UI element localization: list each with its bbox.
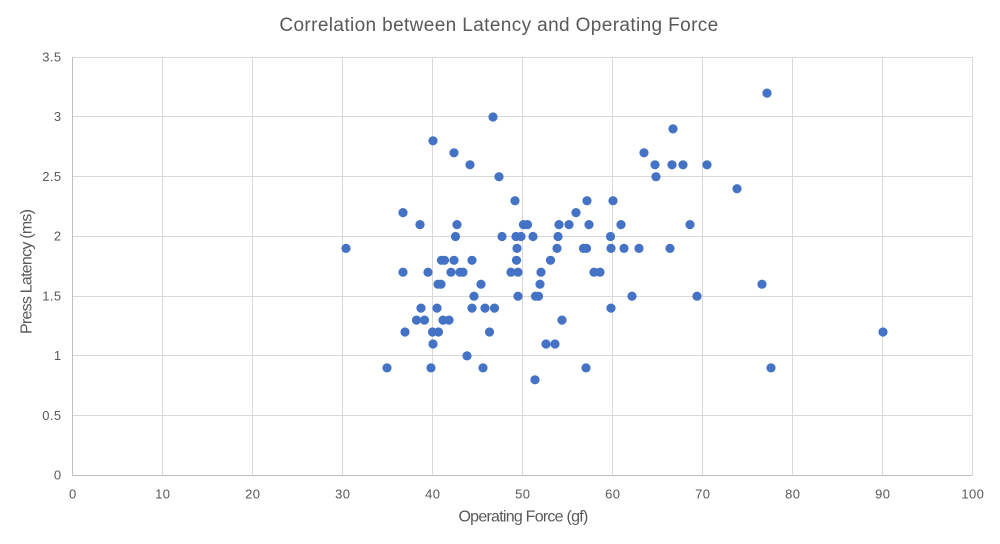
svg-text:1: 1	[54, 348, 62, 363]
svg-text:40: 40	[425, 486, 440, 501]
svg-text:3: 3	[54, 109, 62, 124]
svg-text:0: 0	[54, 468, 62, 483]
svg-text:2.5: 2.5	[42, 169, 61, 184]
svg-text:50: 50	[515, 486, 530, 501]
svg-text:10: 10	[155, 486, 170, 501]
svg-text:90: 90	[875, 486, 890, 501]
svg-text:2: 2	[54, 229, 62, 244]
svg-text:Press Latency (ms): Press Latency (ms)	[19, 209, 36, 334]
svg-text:20: 20	[245, 486, 260, 501]
svg-text:60: 60	[605, 486, 620, 501]
svg-text:0.5: 0.5	[42, 408, 61, 423]
svg-text:Correlation between Latency an: Correlation between Latency and Operatin…	[279, 15, 718, 36]
svg-text:80: 80	[785, 486, 800, 501]
svg-text:3.5: 3.5	[42, 49, 61, 64]
svg-text:Operating Force (gf): Operating Force (gf)	[458, 509, 587, 526]
svg-text:70: 70	[695, 486, 710, 501]
svg-text:1.5: 1.5	[42, 288, 61, 303]
svg-text:0: 0	[69, 486, 77, 501]
svg-text:100: 100	[961, 486, 984, 501]
svg-text:30: 30	[335, 486, 350, 501]
